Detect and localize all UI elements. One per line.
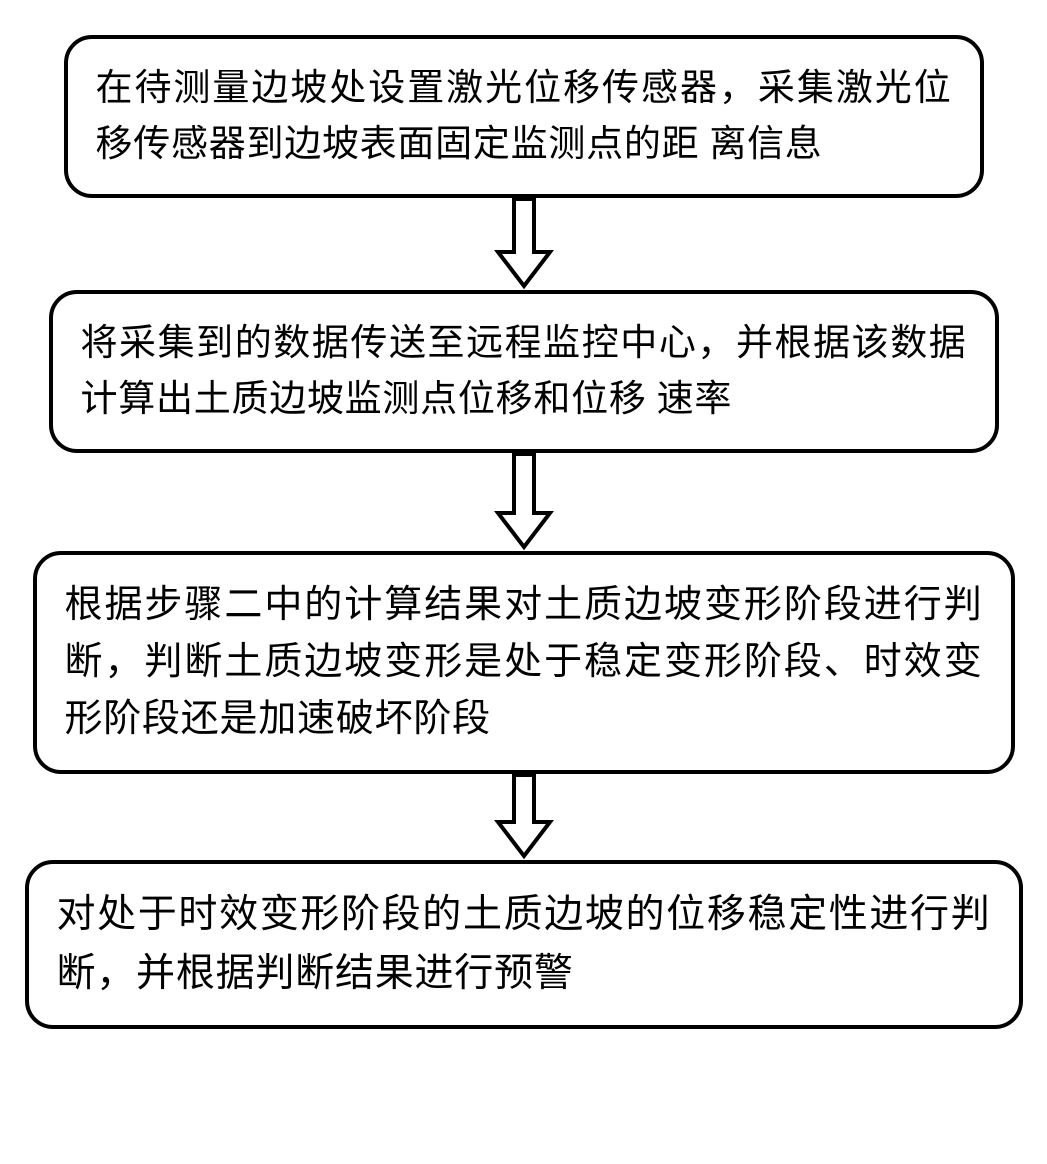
flowchart-node-step4: 对处于时效变形阶段的土质边坡的位移稳定性进行判断，并根据判断结果进行预警 bbox=[25, 860, 1023, 1029]
flowchart-node-step2-text: 将采集到的数据传送至远程监控中心，并根据该数据计算出土质边坡监测点位移和位移 速… bbox=[81, 316, 967, 427]
flowchart-node-step3: 根据步骤二中的计算结果对土质边坡变形阶段进行判断，判断土质边坡变形是处于稳定变形… bbox=[33, 551, 1015, 774]
flowchart-arrow-2 bbox=[25, 453, 1022, 551]
flowchart-node-step3-text: 根据步骤二中的计算结果对土质边坡变形阶段进行判断，判断土质边坡变形是处于稳定变形… bbox=[65, 577, 983, 748]
flowchart-canvas: 在待测量边坡处设置激光位移传感器，采集激光位移传感器到边坡表面固定监测点的距 离… bbox=[0, 0, 1047, 1164]
flowchart-arrow-1 bbox=[25, 198, 1022, 290]
flowchart-arrow-3 bbox=[25, 774, 1022, 860]
flowchart-node-step4-text: 对处于时效变形阶段的土质边坡的位移稳定性进行判断，并根据判断结果进行预警 bbox=[57, 886, 991, 1003]
flowchart-node-step1-text: 在待测量边坡处设置激光位移传感器，采集激光位移传感器到边坡表面固定监测点的距 离… bbox=[96, 61, 952, 172]
flowchart-node-step2: 将采集到的数据传送至远程监控中心，并根据该数据计算出土质边坡监测点位移和位移 速… bbox=[49, 290, 999, 453]
flowchart-node-step1: 在待测量边坡处设置激光位移传感器，采集激光位移传感器到边坡表面固定监测点的距 离… bbox=[64, 35, 984, 198]
